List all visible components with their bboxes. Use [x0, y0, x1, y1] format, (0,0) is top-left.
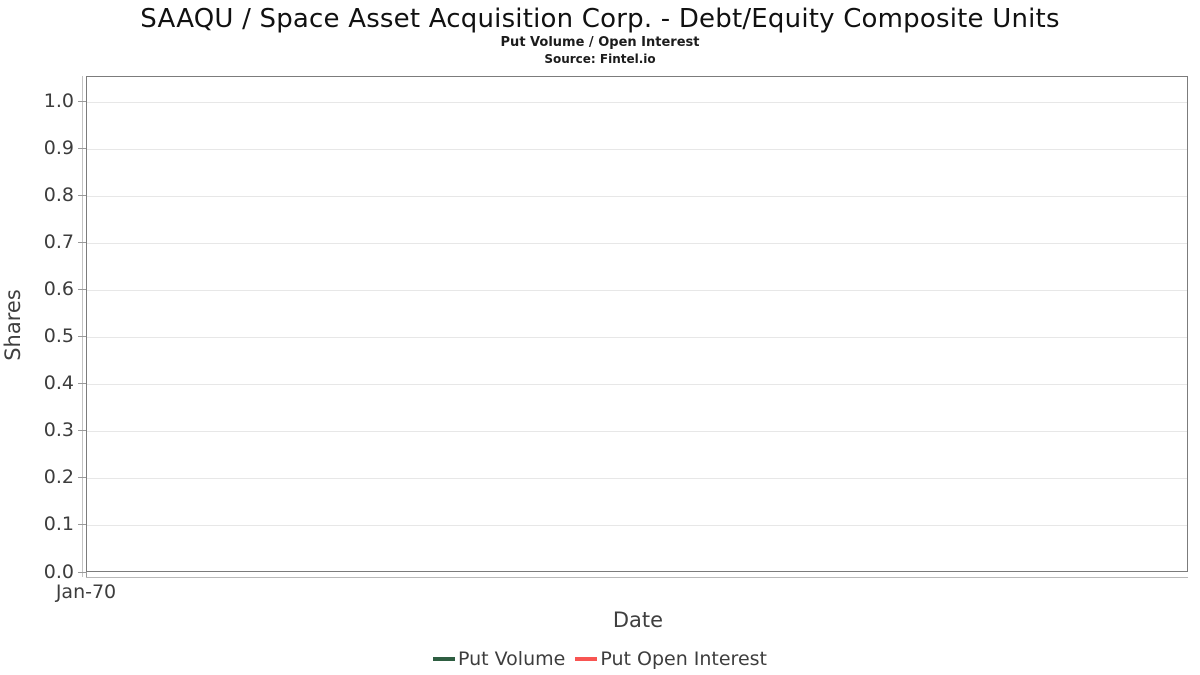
x-tick-label: Jan-70 — [55, 581, 117, 603]
y-tick-label: 0.3 — [43, 419, 74, 442]
y-tick-label: 0.2 — [43, 466, 74, 489]
y-tick-label: 1.0 — [43, 90, 74, 113]
y-tick-label: 0.7 — [43, 231, 74, 254]
y-tick-mark — [78, 336, 86, 338]
y-tick-mark — [78, 383, 86, 385]
y-tick-mark — [78, 477, 86, 479]
y-tick-mark — [78, 571, 86, 573]
y-tick-label: 0.0 — [43, 560, 74, 583]
y-tick-mark — [78, 148, 86, 150]
y-gridline — [87, 337, 1187, 339]
y-tick-label: 0.6 — [43, 278, 74, 301]
y-tick-label: 0.4 — [43, 372, 74, 395]
chart-title: SAAQU / Space Asset Acquisition Corp. - … — [140, 4, 1060, 34]
legend-line-swatch — [433, 657, 455, 661]
y-tick-label: 0.8 — [43, 184, 74, 207]
x-tick-mark — [86, 572, 87, 577]
legend-line-swatch — [575, 657, 598, 661]
y-tick-mark — [78, 242, 86, 244]
legend-item[interactable]: Put Open Interest — [575, 648, 767, 670]
y-gridline — [87, 102, 1187, 104]
chart-source-label: Source: Fintel.io — [544, 52, 656, 66]
legend: Put Volume Put Open Interest — [0, 648, 1200, 670]
chart-subtitle: Put Volume / Open Interest — [500, 35, 700, 50]
legend-label: Put Open Interest — [600, 648, 767, 670]
y-gridline — [87, 290, 1187, 292]
legend-item[interactable]: Put Volume — [433, 648, 565, 670]
y-gridline — [87, 384, 1187, 386]
x-axis-title: Date — [612, 608, 664, 632]
y-tick-mark — [78, 101, 86, 103]
y-gridline — [87, 243, 1187, 245]
legend-label: Put Volume — [458, 648, 566, 670]
y-gridline — [87, 478, 1187, 480]
y-gridline — [87, 149, 1187, 151]
y-tick-mark — [78, 289, 86, 291]
y-tick-label: 0.9 — [43, 137, 74, 160]
y-tick-mark — [78, 195, 86, 197]
y-axis-line — [82, 76, 83, 577]
x-axis-line — [86, 577, 1188, 578]
y-gridline — [87, 431, 1187, 433]
y-tick-mark — [78, 430, 86, 432]
y-gridline — [87, 196, 1187, 198]
y-tick-label: 0.5 — [43, 325, 74, 348]
y-tick-mark — [78, 524, 86, 526]
plot-area — [86, 76, 1188, 572]
y-tick-label: 0.1 — [43, 513, 74, 536]
y-gridline — [87, 525, 1187, 527]
y-axis-title: Shares — [1, 289, 25, 361]
